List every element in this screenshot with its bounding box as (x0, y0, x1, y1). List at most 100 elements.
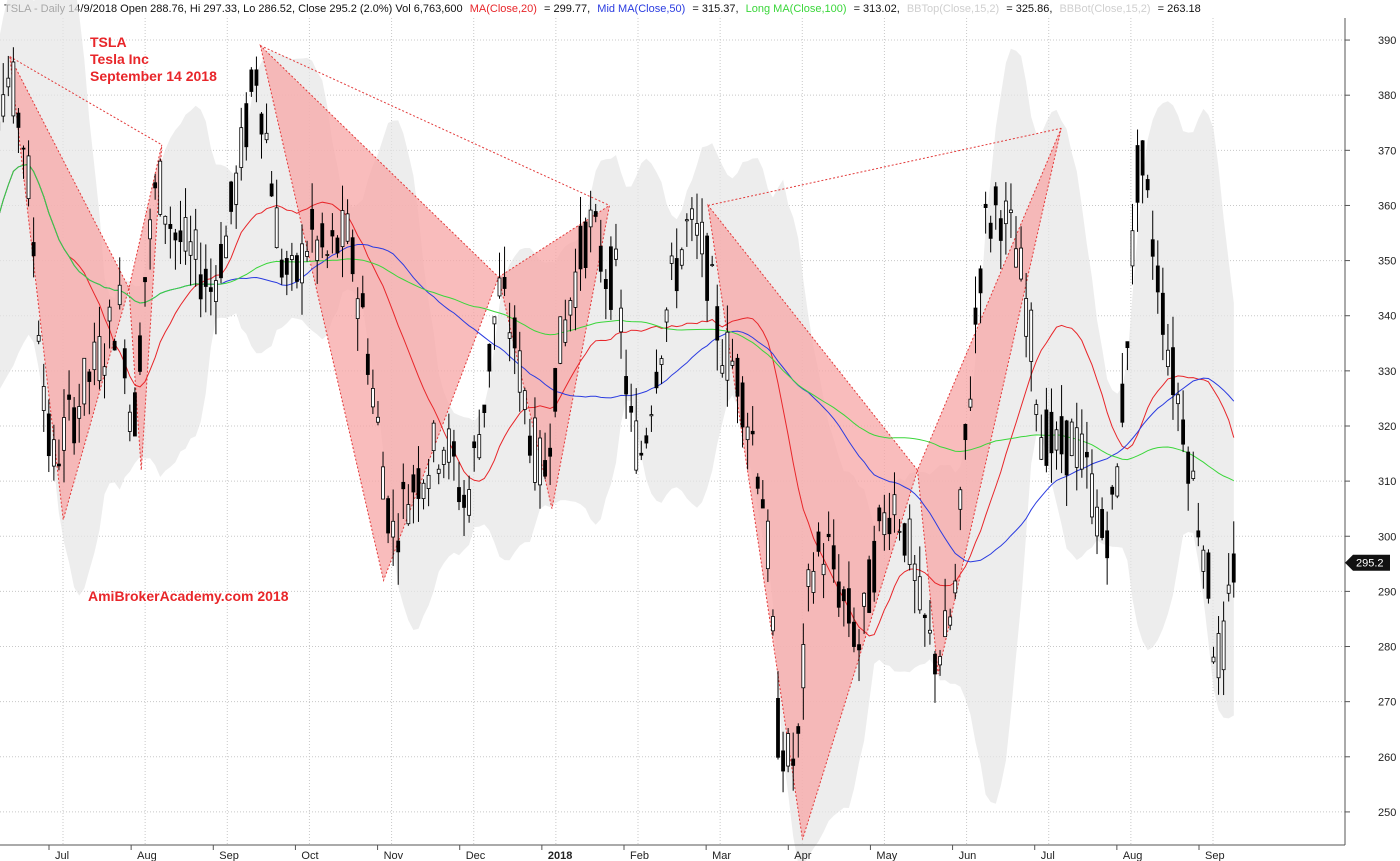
candle-body (776, 698, 780, 758)
candle-body (983, 203, 988, 208)
candle-body (406, 504, 411, 525)
candle-body (87, 371, 92, 382)
candle-body (36, 335, 41, 342)
candle-body (700, 221, 704, 255)
harmonic-patterns (9, 44, 1062, 840)
y-tick-label: 310 (1378, 476, 1396, 488)
candle-body (305, 251, 309, 257)
candle-body (51, 439, 56, 467)
candle-body (1160, 292, 1165, 335)
candle-body (62, 417, 66, 451)
y-axis-ticks: 250 260 270 280 290 300 310 320 330 340 350 360 370 3… (1345, 35, 1396, 819)
candle-body (791, 758, 796, 766)
candle-body (1201, 549, 1206, 572)
candle-body (82, 357, 87, 405)
candle-body (234, 172, 239, 205)
candle-body (57, 463, 61, 467)
candle-body (1014, 248, 1018, 268)
candle-body (573, 271, 578, 308)
pattern-triangle (916, 128, 1062, 675)
candle-body (132, 392, 137, 437)
candle-body (472, 441, 477, 449)
candle-body (350, 237, 355, 275)
candle-body (614, 248, 618, 260)
candle-body (659, 358, 664, 365)
header-bbtop-label: BBTop(Close,15,2) (907, 3, 999, 15)
candle-body (122, 348, 127, 379)
candle-body (376, 416, 380, 423)
x-tick-label: 2018 (548, 850, 572, 861)
candle-body (684, 219, 689, 222)
candle-body (401, 481, 406, 490)
bollinger-band (0, 0, 1234, 861)
candle-body (588, 209, 593, 228)
candle-body (907, 518, 912, 565)
pattern-line (707, 127, 1062, 206)
candle-body (1140, 140, 1145, 176)
header-ma50-value: = 315.37, (692, 3, 738, 15)
candle-body (897, 530, 902, 533)
candle-body (1171, 347, 1175, 396)
candle-body (335, 237, 340, 254)
candle-body (138, 335, 142, 372)
header-prefix: TSLA - Daily 14/9/2018 Open 288.76, Hi 2… (4, 3, 463, 15)
candle-body (274, 207, 279, 249)
candle-body (229, 181, 234, 212)
header-ma100-label: Long MA(Close,100) (746, 3, 847, 15)
candle-body (153, 182, 158, 189)
candle-body (634, 420, 639, 471)
candle-body (624, 376, 628, 395)
y-tick-label: 320 (1378, 421, 1396, 433)
candle-body (1044, 409, 1049, 466)
candle-body (21, 147, 26, 150)
candle-body (1069, 421, 1074, 457)
candle-body (846, 588, 851, 624)
candle-body (705, 235, 710, 301)
candle-body (1150, 239, 1155, 257)
candle-body (239, 127, 244, 168)
candle-body (548, 447, 553, 457)
y-tick-label: 290 (1378, 586, 1396, 598)
candle-body (386, 498, 390, 534)
pattern-triangle (128, 144, 163, 471)
candle-body (867, 559, 872, 613)
candle-body (765, 520, 770, 570)
candle-body (431, 422, 436, 452)
candle-body (224, 235, 228, 259)
candle-body (340, 210, 345, 247)
candle-body (527, 435, 532, 456)
pattern-triangle (707, 203, 919, 840)
candle-body (163, 215, 168, 225)
candle-body (102, 366, 107, 376)
candle-body (259, 113, 264, 135)
candle-body (143, 277, 147, 283)
y-tick-label: 340 (1378, 311, 1396, 323)
candle-body (872, 540, 877, 593)
candle-body (1166, 349, 1170, 367)
y-tick-label: 390 (1378, 35, 1396, 47)
candle-body (462, 494, 466, 508)
candle-body (249, 69, 254, 92)
candle-body (381, 466, 385, 500)
candle-body (1054, 429, 1059, 451)
candle-body (649, 414, 654, 417)
candle-body (148, 219, 152, 240)
candle-body (801, 644, 806, 689)
x-tick-label: Sep (219, 850, 239, 861)
candle-body (269, 183, 274, 197)
candle-body (1226, 584, 1231, 594)
candle-body (446, 428, 451, 463)
candle-body (97, 336, 102, 382)
candle-body (1090, 473, 1094, 518)
x-tick-label: Jul (1041, 850, 1055, 861)
x-tick-label: Apr (794, 850, 811, 861)
candle-body (644, 435, 649, 444)
candle-body (1003, 200, 1008, 225)
candle-body (492, 316, 497, 325)
candle-body (188, 241, 193, 256)
x-tick-label: May (876, 850, 897, 861)
last-price-tag: 295.2 (1345, 554, 1390, 571)
candle-body (953, 580, 958, 594)
candle-body (168, 223, 173, 229)
x-tick-label: Dec (466, 850, 486, 861)
